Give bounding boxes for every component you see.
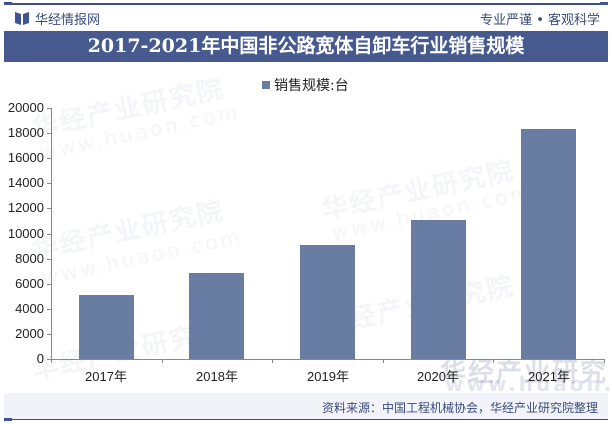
legend: 销售规模:台 (262, 75, 349, 95)
y-tick (47, 359, 51, 360)
x-tick-label: 2021年 (528, 369, 570, 384)
y-tick-label: 4000 (15, 301, 44, 316)
bar-2021 (521, 129, 576, 359)
y-tick (47, 158, 51, 159)
bar-2020 (411, 220, 466, 359)
y-tick (47, 334, 51, 335)
bar-2018 (189, 273, 244, 359)
legend-swatch (262, 81, 270, 89)
x-tick (383, 359, 384, 363)
y-tick-label: 20000 (7, 100, 44, 115)
bar-2017 (79, 295, 134, 359)
top-rule (4, 2, 608, 5)
y-tick-label: 8000 (15, 251, 44, 266)
x-axis (51, 359, 604, 360)
x-tick-label: 2018年 (196, 369, 238, 384)
y-tick (47, 133, 51, 134)
brand-name: 华经情报网 (35, 12, 101, 28)
brand: 华经情报网 (15, 9, 101, 28)
x-tick (162, 359, 163, 363)
rule-cap-right (600, 2, 608, 5)
y-tick (47, 234, 51, 235)
x-tick (493, 359, 494, 363)
y-tick-label: 0 (36, 351, 44, 366)
bar-2019 (300, 245, 355, 359)
footer-band (4, 393, 608, 419)
y-tick-label: 12000 (7, 200, 44, 215)
x-tick-label: 2017年 (85, 369, 127, 384)
y-tick (47, 284, 51, 285)
x-tick (272, 359, 273, 363)
y-tick (47, 108, 51, 109)
rule-cap-left (4, 418, 12, 421)
y-tick-label: 6000 (15, 276, 44, 291)
y-tick-label: 14000 (7, 175, 44, 190)
y-tick-label: 10000 (7, 226, 44, 241)
x-tick (51, 359, 52, 363)
x-tick-label: 2020年 (417, 369, 459, 384)
y-tick-label: 16000 (7, 150, 44, 165)
source-note: 资料来源：中国工程机械协会，华经产业研究院整理 (321, 401, 598, 415)
y-tick (47, 208, 51, 209)
y-tick-label: 2000 (15, 326, 44, 341)
rule-cap-left (4, 2, 12, 5)
y-tick-label: 18000 (7, 125, 44, 140)
y-tick (47, 259, 51, 260)
y-tick (47, 183, 51, 184)
y-axis (51, 108, 52, 360)
x-tick (604, 359, 605, 363)
y-tick (47, 309, 51, 310)
legend-label: 销售规模:台 (274, 78, 349, 94)
book-logo-icon (15, 12, 29, 25)
chart-title: 2017-2021年中国非公路宽体自卸车行业销售规模 (4, 31, 608, 62)
bottom-rule (4, 418, 608, 421)
x-tick-label: 2019年 (307, 369, 349, 384)
slogan: 专业严谨 • 客观科学 (480, 13, 600, 28)
